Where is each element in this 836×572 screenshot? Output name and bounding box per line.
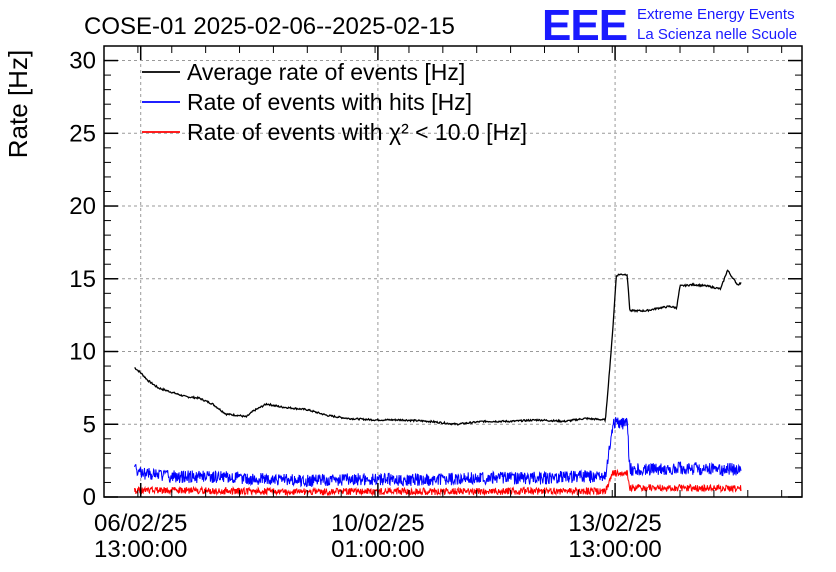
legend-label-0: Average rate of events [Hz]	[187, 59, 465, 85]
axis-ticks	[104, 46, 802, 498]
eee-logo-mark: EEE	[542, 1, 627, 50]
x-tick-label-time: 01:00:00	[331, 536, 424, 563]
series-line-rate-of-events-with-hits-hz	[134, 416, 742, 488]
plot-frame	[103, 45, 803, 498]
series-line-rate-of-events-with-10-0-hz	[134, 468, 742, 497]
y-tick-label: 20	[69, 193, 96, 220]
eee-logo-line2: La Scienza nelle Scuole	[637, 26, 797, 43]
x-tick-label-time: 13:00:00	[568, 536, 661, 563]
legend-label-2: Rate of events with χ² < 10.0 [Hz]	[187, 119, 527, 145]
y-tick-label: 10	[69, 339, 96, 366]
grid	[104, 46, 802, 497]
legend-label-1: Rate of events with hits [Hz]	[187, 89, 472, 115]
y-axis-label: Rate [Hz]	[3, 50, 33, 158]
x-tick-label-time: 13:00:00	[94, 536, 187, 563]
x-tick-label-date: 13/02/25	[568, 510, 661, 537]
series-line-average-rate-of-events-hz	[134, 269, 742, 426]
y-tick-label: 0	[83, 484, 96, 511]
eee-logo-line1: Extreme Energy Events	[637, 6, 795, 23]
x-tick-label-date: 10/02/25	[331, 510, 424, 537]
y-tick-label: 30	[69, 48, 96, 75]
eee-logo: EEE Extreme Energy Events La Scienza nel…	[542, 1, 797, 50]
series-group	[134, 269, 742, 497]
legend: Average rate of events [Hz] Rate of event…	[142, 59, 527, 145]
x-tick-labels: 06/02/2513:00:0010/02/2501:00:0013/02/25…	[94, 510, 662, 563]
x-tick-label-date: 06/02/25	[94, 510, 187, 537]
y-tick-labels: 0 5 10 15 20 25 30	[69, 48, 96, 511]
y-tick-label: 5	[83, 411, 96, 438]
y-tick-label: 15	[69, 266, 96, 293]
y-tick-label: 25	[69, 120, 96, 147]
chart-title: COSE-01 2025-02-06--2025-02-15	[84, 13, 455, 40]
